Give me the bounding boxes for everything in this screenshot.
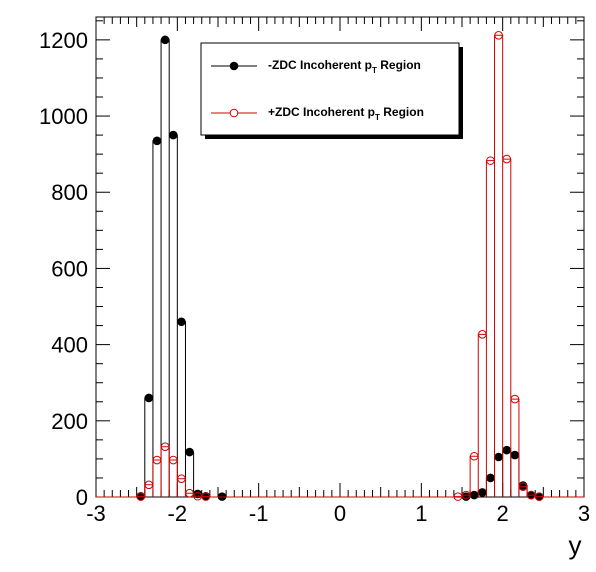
series-1 [96, 30, 584, 501]
legend-box [200, 42, 460, 136]
data-point [502, 445, 512, 455]
data-point [193, 491, 202, 501]
data-point [502, 154, 512, 164]
data-point [160, 442, 170, 452]
data-point [518, 482, 528, 492]
legend: -ZDC Incoherent pT Region +ZDC Incoheren… [200, 42, 463, 139]
legend-label-pos: +ZDC Incoherent pT Region [268, 105, 424, 122]
axis-ticks [95, 17, 585, 498]
data-point [469, 490, 479, 500]
tick-labels: -3 -2 -1 0 1 2 3 0 200 400 600 800 1000 1200 [39, 28, 590, 526]
y-tick-label: 1200 [39, 28, 88, 53]
y-tick-label: 1000 [39, 104, 88, 129]
y-tick-label: 600 [51, 256, 88, 281]
data-point [160, 35, 170, 45]
x-tick-label: -1 [249, 501, 269, 526]
x-tick-label: -2 [168, 501, 188, 526]
data-point [168, 130, 178, 140]
data-point [201, 492, 211, 501]
data-point [526, 490, 536, 500]
series-layer [96, 30, 584, 501]
data-point [144, 480, 154, 490]
data-point [461, 490, 471, 500]
y-tick-label: 200 [51, 409, 88, 434]
data-point [185, 488, 194, 498]
data-point [168, 455, 178, 465]
data-point [486, 473, 495, 483]
data-point [453, 492, 463, 501]
x-tick-label: 1 [415, 501, 427, 526]
data-point [494, 30, 503, 40]
legend-label-neg: -ZDC Incoherent pT Region [268, 58, 421, 75]
data-point [177, 474, 186, 484]
data-point [136, 492, 146, 501]
data-point [152, 136, 162, 146]
legend-marker-pos [229, 108, 239, 118]
x-tick-label: -3 [86, 501, 106, 526]
data-point [177, 317, 186, 327]
data-point [478, 488, 487, 497]
x-tick-label: 3 [578, 501, 590, 526]
data-point [478, 330, 487, 339]
y-tick-label: 800 [51, 180, 88, 205]
data-point [510, 394, 520, 404]
y-tick-label: 400 [51, 333, 88, 358]
y-tick-label: 0 [76, 485, 88, 510]
legend-marker-neg [229, 61, 239, 71]
data-point [185, 447, 194, 457]
data-point [152, 455, 162, 465]
x-axis-title: y [569, 530, 582, 560]
data-point [494, 452, 503, 462]
data-point [486, 156, 495, 165]
data-point [510, 450, 520, 460]
data-point [144, 393, 154, 403]
x-tick-label: 0 [334, 501, 346, 526]
data-point [469, 451, 479, 461]
x-tick-label: 2 [497, 501, 509, 526]
data-point [534, 492, 544, 501]
